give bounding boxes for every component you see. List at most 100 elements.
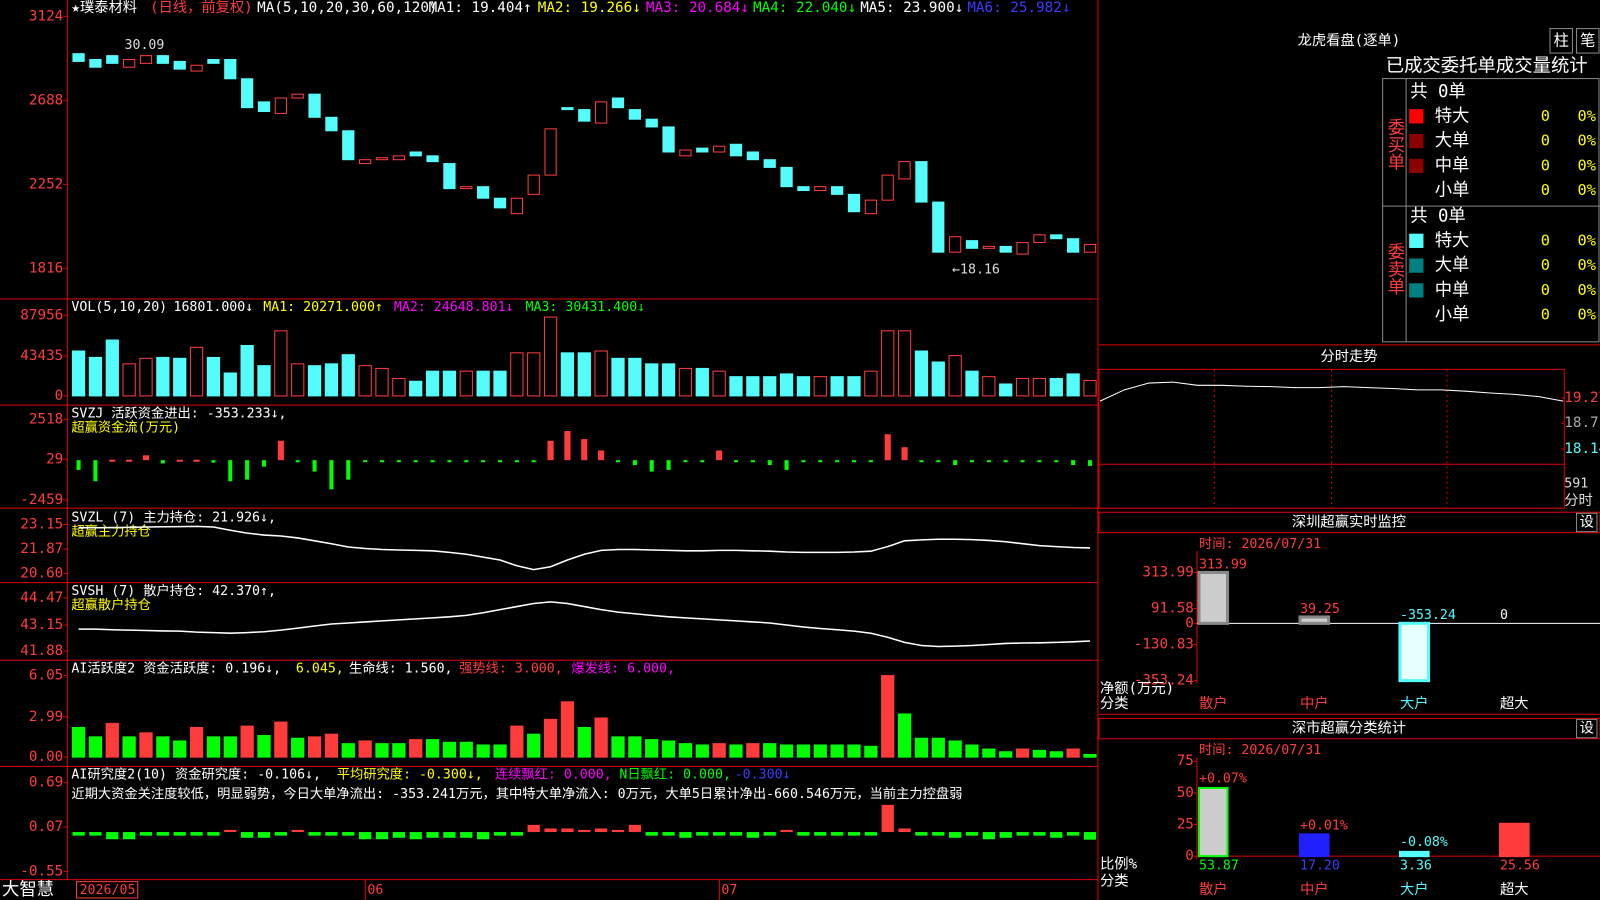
flow-bar xyxy=(953,460,958,466)
panel-header xyxy=(1098,511,1600,534)
volume-bar xyxy=(493,370,507,397)
candle xyxy=(645,118,658,128)
candle xyxy=(257,101,271,113)
activity-bar xyxy=(459,741,473,758)
research-bar xyxy=(72,832,85,836)
analysis-comment: 近期大资金关注度较低，明显弱势，今日大单净流出: -353.241万元，其中特大… xyxy=(71,785,962,802)
activity-bar xyxy=(661,740,676,758)
research-bar xyxy=(207,832,220,836)
activity-bar xyxy=(88,736,103,758)
y-tick-label: 23.15 xyxy=(20,516,63,532)
candle xyxy=(173,60,186,70)
flow-bar xyxy=(835,460,840,463)
y-tick-label: 0.69 xyxy=(29,775,63,791)
volume-bar xyxy=(223,372,237,397)
value-label: 39.25 xyxy=(1300,602,1340,617)
settings-button[interactable] xyxy=(1576,512,1598,533)
order-total: 共 0单 xyxy=(1410,82,1466,102)
toggle-button[interactable] xyxy=(1576,28,1600,54)
flow-bar xyxy=(160,460,165,464)
net-bar xyxy=(1197,570,1230,625)
flow-bar xyxy=(228,460,233,482)
volume-bar xyxy=(611,357,625,397)
research-bar xyxy=(780,829,793,833)
row-count: 0 xyxy=(1541,231,1550,249)
activity-bar xyxy=(931,737,945,758)
value-label: 3.36 xyxy=(1400,858,1432,873)
indicator-reading: 16801.000↓ xyxy=(173,300,253,315)
activity-bar xyxy=(307,736,322,758)
flow-bar xyxy=(666,460,671,470)
research-bar xyxy=(89,832,102,836)
row-pct: 0% xyxy=(1578,132,1596,150)
y-tick-label: 43435 xyxy=(20,348,63,364)
ratio-bar xyxy=(1398,850,1430,858)
holding-line xyxy=(78,525,1091,571)
candle xyxy=(763,159,776,168)
activity-bar xyxy=(594,717,608,758)
candle xyxy=(493,197,507,209)
flow-bar xyxy=(1087,460,1093,466)
row-label: 中单 xyxy=(1435,156,1470,176)
candle xyxy=(662,126,675,153)
research-bar xyxy=(477,832,490,840)
flow-bar xyxy=(211,460,216,463)
activity-bar xyxy=(746,743,760,758)
flow-bar xyxy=(329,460,334,490)
candle xyxy=(1016,242,1029,255)
settings-button[interactable] xyxy=(1576,718,1598,739)
row-pct: 0% xyxy=(1578,231,1596,249)
activity-bar xyxy=(392,743,406,758)
y-tick-label: 75 xyxy=(1177,753,1194,769)
value-label: 0 xyxy=(1500,608,1508,623)
row-count: 0 xyxy=(1541,181,1550,199)
swatch xyxy=(1409,258,1424,273)
volume-bar xyxy=(324,363,339,397)
y-tick-label: 20.60 xyxy=(20,565,63,581)
candle xyxy=(291,93,304,99)
net-bar xyxy=(1398,621,1431,683)
flow-bar xyxy=(919,460,924,463)
volume-bar xyxy=(375,367,389,397)
candle xyxy=(780,166,793,188)
category-label: 中户 xyxy=(1300,881,1329,898)
volume-bar xyxy=(796,376,811,397)
research-bar xyxy=(426,832,439,838)
activity-bar xyxy=(830,744,844,758)
research-bar xyxy=(1067,832,1080,836)
volume-bar xyxy=(864,370,878,397)
order-side: 委买单 xyxy=(1384,118,1405,170)
volume-bar xyxy=(914,350,929,397)
volume-bar xyxy=(442,370,457,397)
volume-bar xyxy=(999,383,1013,397)
row-count: 0 xyxy=(1541,306,1550,324)
value-label: 25.56 xyxy=(1500,858,1540,873)
axis-label: 净额(万元) xyxy=(1100,680,1174,697)
candle xyxy=(477,186,490,199)
research-bar xyxy=(224,829,237,833)
row-pct: 0% xyxy=(1578,156,1596,174)
y-tick-label: 2518 xyxy=(29,411,63,427)
order-side: 委卖单 xyxy=(1384,243,1405,295)
research-bar xyxy=(493,832,507,836)
volume-bar xyxy=(931,361,945,397)
flow-bar xyxy=(295,460,300,463)
research-bar xyxy=(106,832,119,840)
flow-bar xyxy=(884,434,891,461)
research-bar xyxy=(847,832,861,836)
candle xyxy=(847,193,861,213)
volume-bar xyxy=(291,363,305,397)
toggle-button[interactable] xyxy=(1549,28,1573,54)
activity-bar xyxy=(1066,748,1080,758)
volume-bar xyxy=(257,365,271,397)
activity-bar xyxy=(577,726,591,758)
flow-bar xyxy=(1003,460,1008,463)
candle xyxy=(965,240,979,249)
value-label: 53.87 xyxy=(1199,858,1239,873)
activity-bar xyxy=(1083,753,1097,758)
flow-bar xyxy=(564,431,571,461)
research-bar xyxy=(190,832,203,836)
ma-reading: MA6: 25.982↓ xyxy=(967,0,1070,16)
flow-bar xyxy=(1037,460,1042,463)
volume-bar xyxy=(543,316,558,397)
